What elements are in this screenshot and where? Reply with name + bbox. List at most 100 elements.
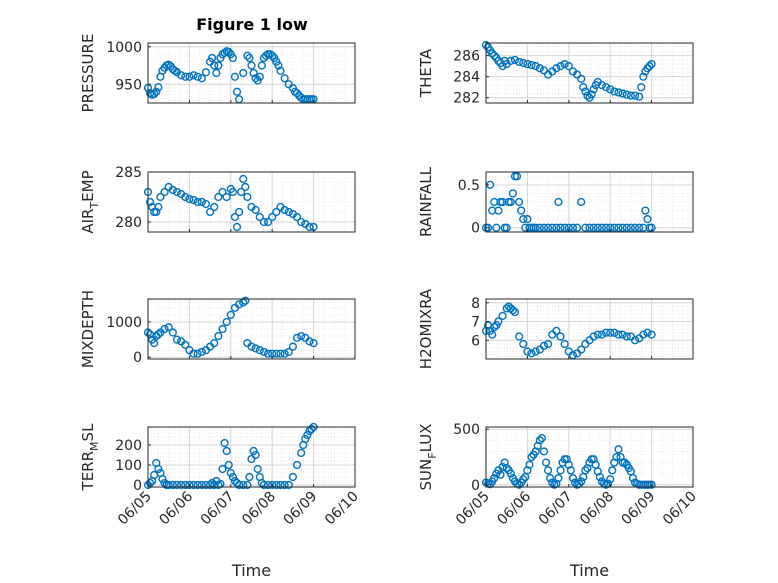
x-tick-label: 06/06 — [156, 488, 196, 528]
data-point — [537, 434, 546, 443]
data-point — [251, 74, 260, 83]
data-point — [232, 87, 242, 96]
data-point — [224, 460, 233, 470]
data-point — [647, 480, 656, 489]
data-point — [241, 296, 250, 305]
data-point — [222, 317, 231, 327]
data-point — [145, 478, 155, 488]
y-tick-label: 7 — [471, 315, 480, 331]
data-point — [303, 430, 312, 440]
data-point — [610, 328, 619, 337]
data-point — [643, 215, 652, 224]
data-point — [280, 480, 289, 490]
data-point — [272, 207, 281, 217]
x-tick-label: 06/10 — [322, 489, 362, 529]
data-point — [164, 323, 173, 332]
data-point — [197, 74, 206, 83]
data-point — [208, 53, 217, 63]
axes-box — [485, 426, 694, 488]
data-point — [201, 199, 211, 209]
y-axis-label: TERRMSL — [79, 423, 101, 492]
data-point — [284, 347, 293, 357]
data-point — [309, 339, 318, 348]
panel-theta: 282 284 286 THETA — [417, 41, 694, 107]
data-point — [585, 223, 594, 232]
panel-h2omixra: 6 7 8 H2OMIXRA — [417, 288, 694, 369]
y-tick-label: 285 — [115, 165, 142, 181]
data-point — [630, 223, 640, 232]
data-point — [498, 62, 507, 71]
data-point — [564, 62, 573, 71]
data-point — [614, 330, 623, 339]
data-point — [268, 480, 277, 490]
data-point — [583, 91, 592, 100]
data-point — [284, 480, 293, 490]
data-point — [218, 187, 227, 197]
y-axis-label: MIXDEPTH — [79, 290, 97, 368]
data-point — [193, 480, 202, 490]
data-point — [220, 438, 229, 448]
data-point — [641, 206, 650, 215]
data-point — [274, 61, 283, 70]
data-point — [568, 223, 578, 232]
data-point — [257, 61, 266, 70]
data-point — [531, 62, 540, 71]
panel-rainfall: 0 0.5 RAINFALL — [417, 166, 694, 237]
data-point — [168, 480, 177, 490]
data-point — [297, 217, 306, 227]
data-point — [525, 460, 534, 469]
data-point — [535, 64, 544, 73]
axes-box — [147, 298, 356, 360]
data-point — [527, 349, 536, 358]
data-point — [189, 480, 198, 490]
data-point — [488, 49, 497, 58]
data-point — [284, 207, 293, 217]
panel-pressure: 950 1000 PRESSURE — [79, 34, 356, 112]
data-point — [189, 195, 198, 205]
y-axis-label: RAINFALL — [417, 166, 435, 237]
data-point — [247, 61, 256, 70]
y-axis-label: THETA — [417, 48, 435, 98]
data-point — [543, 339, 553, 349]
data-point — [268, 51, 277, 60]
data-point — [577, 197, 586, 207]
data-point — [292, 460, 302, 470]
data-point — [150, 339, 159, 348]
data-point — [181, 480, 190, 490]
data-point — [541, 458, 551, 467]
x-tick-label: 06/07 — [536, 489, 576, 529]
data-point — [239, 68, 248, 78]
data-point — [535, 436, 544, 445]
data-point — [581, 223, 590, 232]
data-point — [579, 83, 588, 92]
data-point — [498, 462, 507, 472]
data-point — [635, 223, 644, 232]
data-point — [263, 480, 273, 490]
y-tick-label: 0 — [133, 350, 142, 366]
data-point — [566, 466, 575, 475]
data-point — [589, 332, 598, 341]
data-point — [577, 74, 586, 83]
data-point — [647, 59, 656, 69]
data-point — [297, 448, 306, 458]
data-point — [189, 71, 198, 80]
data-point — [556, 62, 565, 71]
y-tick-label: 284 — [453, 70, 480, 86]
axes-box — [485, 298, 694, 360]
data-point — [618, 89, 627, 98]
data-point — [494, 206, 503, 215]
y-tick-label: 500 — [453, 422, 480, 438]
data-point — [577, 345, 586, 354]
data-point — [601, 83, 611, 92]
data-point — [226, 468, 235, 478]
data-point — [152, 87, 161, 96]
y-tick-label: 0 — [133, 478, 142, 494]
panel-mixdepth: 0 1000 MIXDEPTH — [79, 290, 356, 368]
data-point — [230, 212, 240, 222]
data-point — [268, 212, 277, 222]
data-point — [181, 72, 190, 81]
figure-title: Figure 1 low — [196, 15, 308, 34]
data-point — [502, 464, 511, 473]
data-point — [185, 194, 194, 204]
